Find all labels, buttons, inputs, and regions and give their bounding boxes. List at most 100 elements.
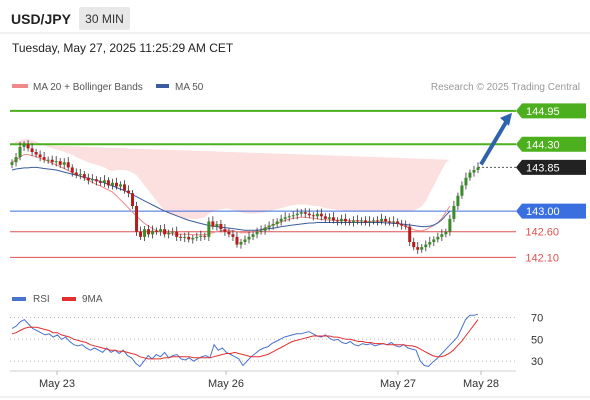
rsi-legend-swatch (12, 297, 26, 301)
candle (267, 221, 271, 231)
rsi-tick-label: 70 (531, 312, 543, 324)
candle (319, 208, 323, 221)
candle (110, 178, 114, 190)
candle (295, 208, 299, 220)
candle (339, 214, 343, 225)
rsi-ma-legend-swatch (62, 297, 76, 301)
candle (18, 141, 22, 161)
candle (331, 212, 335, 224)
candle (131, 190, 135, 210)
candle (50, 155, 54, 166)
candle (456, 192, 460, 211)
level-tag-text-144-95: 144.95 (526, 106, 560, 118)
candle (307, 208, 311, 219)
candle (275, 218, 279, 228)
rsi-panel: 30 50 70 (10, 312, 543, 368)
level-labels: 144.95 144.30 143.85 143.00 142.60 142.10 (516, 103, 586, 264)
candle (468, 169, 472, 181)
candle (106, 177, 110, 189)
candle (315, 209, 319, 220)
candle (428, 236, 432, 248)
candle (404, 220, 408, 230)
candle (263, 224, 267, 235)
x-tick-label: May 28 (463, 378, 499, 390)
candle (195, 232, 199, 241)
bollinger-band-area (12, 139, 450, 219)
candle (143, 226, 147, 241)
candle (287, 213, 291, 222)
ma50-legend-label: MA 50 (175, 82, 204, 93)
candle (135, 201, 139, 236)
candle (46, 156, 50, 164)
candle (191, 234, 195, 244)
rsi-ma-line (11, 319, 479, 360)
projection (479, 112, 512, 166)
candle (34, 148, 38, 158)
x-tick-label: May 27 (380, 378, 416, 390)
candle (351, 216, 355, 227)
candle (343, 213, 347, 226)
candle (74, 168, 78, 179)
level-label-142-60: 142.60 (525, 227, 559, 239)
candle (203, 232, 207, 240)
candle (384, 215, 388, 226)
candle (54, 156, 58, 167)
candle (472, 165, 476, 177)
candle (118, 181, 122, 191)
candle (127, 185, 130, 198)
candle (408, 223, 412, 247)
candle (94, 176, 98, 186)
rsi-legend-label: RSI (33, 294, 50, 305)
candle (372, 217, 376, 225)
candle (476, 162, 480, 174)
rsi-tick-label: 30 (531, 356, 543, 368)
candle (147, 225, 151, 238)
timeframe-badge[interactable] (79, 7, 130, 30)
candle (187, 231, 191, 243)
candle (175, 226, 179, 241)
candle (388, 217, 392, 226)
level-tag-text-144-30: 144.30 (526, 139, 560, 151)
candle (279, 214, 283, 226)
timestamp: Tuesday, May 27, 2025 11:25:29 AM CET (12, 41, 234, 55)
candle (82, 171, 86, 181)
level-tag-144-30 (516, 136, 586, 152)
candle (303, 208, 307, 218)
candle (114, 177, 118, 190)
candle (283, 212, 287, 222)
candle (464, 172, 468, 190)
candle (139, 226, 143, 240)
candle (183, 232, 187, 242)
rsi-tick-label: 50 (531, 334, 543, 346)
candle (420, 244, 424, 253)
credit-text: Research © 2025 Trading Central (431, 82, 580, 93)
candle (235, 231, 239, 248)
candle (10, 159, 14, 168)
candle (396, 218, 400, 228)
rsi-ma-legend-label: 9MA (82, 294, 103, 305)
candle (171, 227, 175, 236)
ma20-legend-label: MA 20 + Bollinger Bands (33, 82, 143, 93)
candle (416, 242, 420, 254)
candle (30, 143, 34, 157)
candle (360, 217, 363, 226)
candle (247, 231, 251, 244)
candle (90, 174, 94, 184)
candle (102, 175, 106, 187)
candle (86, 173, 90, 185)
bollinger-band (12, 139, 450, 219)
level-tag-text-143-85: 143.85 (526, 162, 560, 174)
candle (70, 164, 74, 177)
candle (62, 158, 66, 169)
candle (151, 225, 155, 239)
level-tag-144-95 (516, 103, 586, 119)
candle (448, 214, 452, 236)
candle (98, 177, 102, 186)
candle (58, 158, 62, 168)
candle (444, 228, 448, 238)
candle (432, 236, 436, 247)
rsi-line (11, 313, 479, 368)
candle (26, 140, 30, 152)
candle (223, 224, 227, 236)
